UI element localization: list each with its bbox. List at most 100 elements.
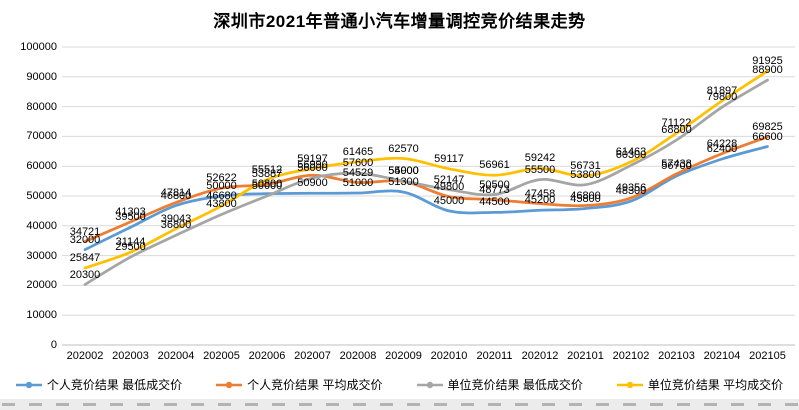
data-label: 49356 [615,181,647,194]
series-line-2 [83,78,769,286]
data-label: 52147 [433,173,465,186]
data-label: 59197 [297,152,328,165]
data-label: 48300 [615,185,647,198]
data-label: 62570 [388,142,419,155]
x-tick-label: 202004 [157,350,195,362]
y-tick-label: 20000 [26,279,57,292]
data-label: 59117 [434,152,464,165]
data-label: 49800 [433,180,465,193]
x-tick-label: 202009 [385,350,422,362]
x-tick-label: 202003 [112,350,149,362]
data-label: 52622 [206,172,237,185]
chart-legend: 个人竞价结果 最低成交价 个人竞价结果 平均成交价 单位竞价结果 最低成交价 单位竞价… [0,376,799,393]
data-label: 79800 [706,91,738,104]
data-label: 68800 [661,123,692,136]
data-label: 31144 [115,236,146,249]
legend-label: 单位竞价结果 平均成交价 [647,378,784,392]
x-tick-label: 202102 [612,350,650,362]
x-tick-label: 202006 [248,350,286,362]
data-label: 66600 [752,130,783,143]
data-label: 54529 [342,166,374,179]
data-label: 55000 [388,165,419,178]
data-label: 56990 [297,159,328,172]
data-label: 32000 [69,233,101,246]
data-label: 54900 [388,165,419,178]
data-label: 45200 [524,194,556,207]
x-tick-label: 202101 [567,350,604,362]
data-label: 46680 [206,189,237,202]
legend-label: 个人竞价结果 平均成交价 [247,378,383,392]
x-tick-label: 202104 [703,350,741,362]
data-label: 69825 [752,120,783,133]
legend-line-marker-icon [15,381,42,388]
data-label: 53800 [570,168,601,181]
data-label: 57600 [342,157,374,170]
data-label: 46800 [160,189,192,202]
data-label: 88900 [752,64,783,77]
data-label: 56000 [297,162,328,175]
y-tick-label: 80000 [26,100,57,113]
data-label: 53887 [251,168,283,181]
data-label: 46800 [570,189,601,202]
data-label: 57438 [661,157,692,170]
data-label: 55500 [524,163,556,176]
series-line-0 [83,145,769,252]
data-label: 50000 [251,180,283,192]
data-label: 56700 [661,160,692,173]
data-label: 41303 [115,205,146,218]
x-tick-label: 202005 [203,350,240,362]
x-tick-label: 202010 [430,350,468,362]
x-tick-label: 202103 [658,350,695,362]
data-label: 25847 [69,251,101,264]
legend-item-3[interactable]: 单位竞价结果 平均成交价 [616,376,784,393]
legend-line-marker-icon [416,381,443,388]
y-tick-label: 70000 [26,130,57,143]
cell-dashes [2,403,799,406]
chart-title: 深圳市2021年普通小汽车增量调控竞价结果走势 [213,12,586,31]
x-tick-label: 202011 [476,350,513,362]
data-label: 55512 [251,163,283,176]
y-tick-label: 0 [50,339,57,351]
series-line-3 [83,69,769,270]
data-label: 59242 [524,152,556,165]
data-label: 47458 [524,187,556,200]
legend-item-0[interactable]: 个人竞价结果 最低成交价 [15,376,183,393]
data-label: 50900 [297,177,328,190]
data-label: 29500 [115,241,146,254]
data-label: 47814 [160,186,192,199]
data-label: 20300 [69,268,101,281]
spreadsheet-row-strip [0,399,799,410]
data-label: 34721 [69,225,101,238]
legend-item-1[interactable]: 个人竞价结果 平均成交价 [216,376,383,393]
data-label: 36800 [160,219,192,232]
y-tick-label: 60000 [26,160,57,173]
data-label: 39500 [115,211,146,224]
legend-label: 单位竞价结果 最低成交价 [447,378,583,392]
data-label: 50500 [479,178,510,191]
data-label: 62400 [706,143,738,156]
data-label: 51300 [388,176,419,189]
legend-line-marker-icon [616,381,643,388]
x-tick-label: 202007 [294,350,331,362]
data-label: 43800 [206,198,237,211]
data-label: 48773 [479,183,510,196]
y-tick-label: 50000 [26,190,57,202]
data-label: 45000 [433,194,465,207]
y-tick-label: 40000 [26,219,57,232]
data-label: 60300 [615,149,647,162]
series-line-1 [83,135,769,243]
data-label: 50800 [251,177,283,190]
legend-label: 个人竞价结果 最低成交价 [46,378,183,392]
x-tick-label: 202105 [749,350,786,362]
data-label: 61465 [342,145,374,158]
x-tick-label: 202008 [339,350,377,362]
data-label: 91925 [752,55,783,68]
legend-item-2[interactable]: 单位竞价结果 最低成交价 [416,376,583,393]
data-label: 81897 [706,84,738,97]
data-label: 71122 [661,117,692,130]
legend-line-marker-icon [216,381,243,388]
data-label: 51000 [342,177,374,190]
y-tick-label: 90000 [26,70,57,83]
